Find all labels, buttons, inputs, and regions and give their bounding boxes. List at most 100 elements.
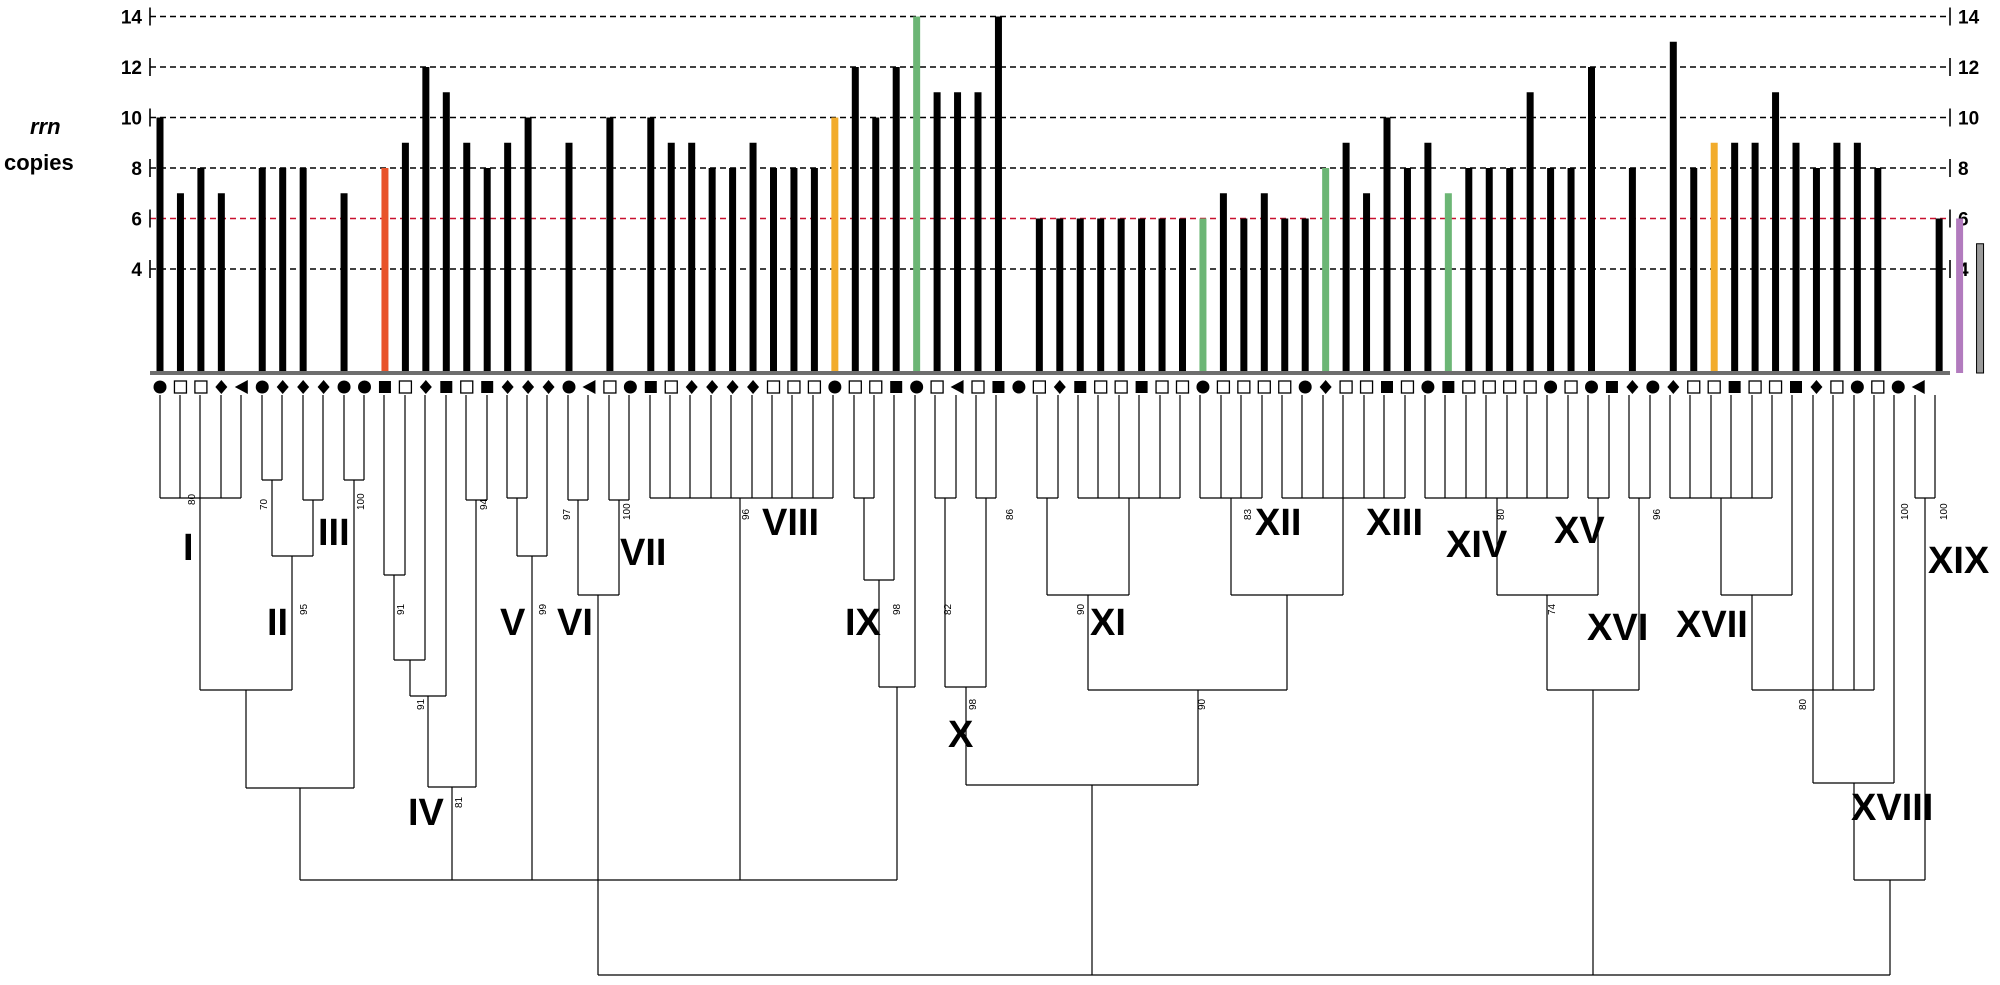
marker-diamond (501, 380, 514, 394)
bar (913, 16, 921, 373)
bootstrap-value: 80 (1496, 508, 1507, 520)
marker-circle (337, 380, 351, 394)
clade-label-XVII: XVII (1676, 604, 1748, 646)
marker-square-open (1257, 380, 1271, 394)
marker-square-open (460, 380, 474, 394)
bar (1628, 168, 1636, 373)
marker-square-open (1503, 380, 1517, 394)
bar (258, 168, 266, 373)
marker-diamond (297, 380, 310, 394)
marker-diamond (685, 380, 698, 394)
marker-square-open (1462, 380, 1476, 394)
bar (1588, 67, 1595, 373)
bar (483, 168, 491, 373)
marker-square-open (1237, 380, 1251, 394)
marker-square-open (1707, 380, 1721, 394)
bar (1444, 193, 1452, 373)
marker-diamond (215, 380, 228, 394)
marker-square-open (971, 380, 985, 394)
bar (1035, 218, 1043, 373)
clade-label-XIII: XIII (1366, 502, 1423, 544)
marker-square-open (869, 380, 883, 394)
marker-square-open (1564, 380, 1578, 394)
marker-square-open (1687, 380, 1701, 394)
marker-diamond (542, 380, 555, 394)
marker-square-open (1359, 380, 1374, 394)
marker-square-filled (481, 381, 494, 393)
y-tick-label-left: 6 (131, 210, 142, 231)
bar (708, 168, 716, 373)
bar (749, 142, 757, 373)
marker-square-open (766, 380, 781, 394)
bar (1710, 142, 1718, 373)
marker-diamond (1667, 380, 1680, 394)
marker-square-open (173, 380, 188, 394)
marker-circle (1298, 380, 1312, 394)
y-tick-label-right: 10 (1958, 109, 1979, 130)
bootstrap-value: 81 (454, 796, 465, 808)
bar (1281, 218, 1289, 373)
bar (565, 142, 573, 373)
bar (217, 193, 225, 373)
marker-diamond (419, 380, 432, 394)
bootstrap-value: 96 (1652, 508, 1663, 520)
bar (1403, 168, 1411, 373)
marker-circle (153, 380, 167, 394)
marker-square-open (1114, 380, 1128, 394)
bar (1199, 218, 1207, 373)
marker-circle (1421, 380, 1435, 394)
bar (1465, 168, 1473, 373)
clade-label-IX: IX (845, 602, 882, 644)
marker-circle (1891, 380, 1905, 394)
bootstrap-value: 100 (622, 503, 633, 520)
marker-square-filled (992, 381, 1005, 393)
marker-square-open (398, 380, 413, 394)
marker-square-open (664, 380, 678, 394)
marker-square-filled (1074, 381, 1087, 393)
bar (729, 168, 737, 373)
y-tick-label-right: 4 (1958, 260, 1969, 281)
y-axis-label: copies (4, 150, 74, 175)
marker-square-open (603, 380, 617, 394)
bar (156, 117, 164, 373)
bar (810, 168, 818, 373)
y-tick-label-right: 14 (1958, 8, 1980, 29)
y-tick-label-right: 6 (1958, 210, 1969, 231)
bar (1567, 168, 1575, 373)
bar (299, 168, 307, 373)
bar (197, 168, 205, 373)
bar (1056, 218, 1064, 373)
marker-circle (1646, 380, 1660, 394)
bar (1240, 218, 1248, 373)
marker-diamond (522, 380, 535, 394)
marker-square-open (1871, 380, 1885, 394)
marker-square-filled (1135, 381, 1148, 393)
bootstrap-value: 83 (1243, 508, 1254, 520)
bar (1690, 168, 1698, 373)
bar (1731, 142, 1739, 373)
marker-square-open (1032, 380, 1046, 394)
bar (892, 67, 900, 373)
bootstrap-value: 94 (479, 498, 490, 510)
marker-circle (1585, 380, 1598, 394)
marker-square-filled (1381, 381, 1393, 393)
bootstrap-value: 80 (1798, 698, 1809, 710)
bar (851, 67, 859, 373)
bootstrap-value: 99 (538, 603, 549, 615)
marker-square-open (848, 380, 862, 394)
marker-triangle-left (234, 380, 248, 394)
clade-label-IV: IV (408, 792, 445, 834)
y-tick-label-left: 12 (121, 58, 142, 79)
marker-square-open (1482, 380, 1496, 394)
bar (1219, 193, 1227, 373)
bar (1874, 168, 1882, 373)
y-tick-label-left: 4 (131, 260, 142, 281)
marker-diamond (276, 380, 289, 394)
bar (647, 117, 655, 373)
marker-square-filled (890, 381, 903, 393)
marker-square-open (194, 380, 208, 394)
gridlines (150, 15, 1950, 270)
y-tick-label-left: 14 (121, 8, 143, 29)
bar (974, 92, 982, 373)
